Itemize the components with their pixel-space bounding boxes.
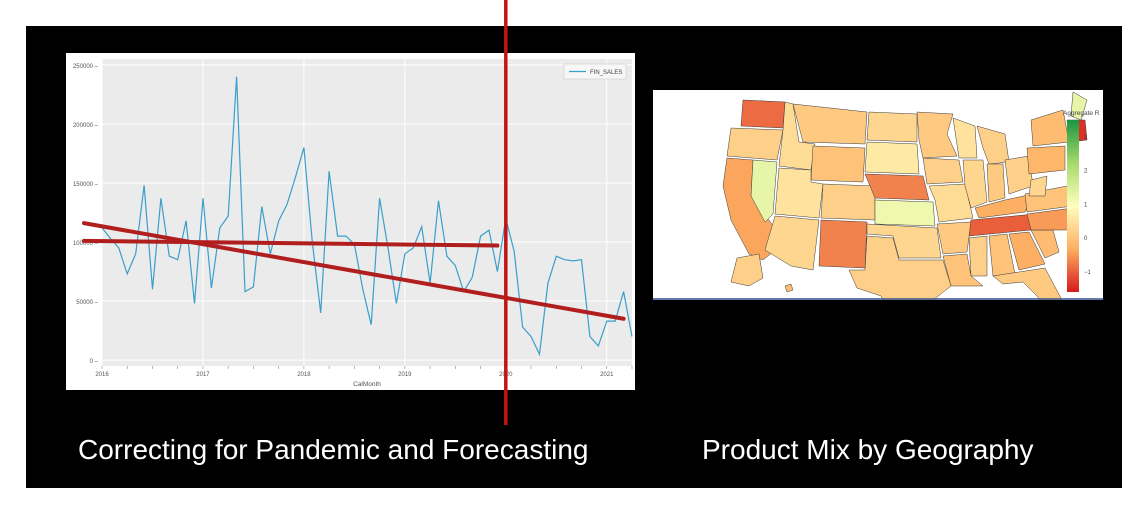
state-pa	[1026, 145, 1066, 175]
colorbar	[1067, 120, 1079, 292]
colorbar-title: Aggregate R	[1063, 110, 1100, 117]
state-wv	[1028, 175, 1048, 197]
colorbar-tick-label: 2	[1084, 169, 1088, 175]
y-tick-label: 100000 –	[73, 241, 99, 247]
colorbar-tick-label: −1	[1084, 270, 1092, 276]
state-in	[986, 163, 1006, 203]
state-ne	[864, 173, 930, 201]
state-mo	[928, 183, 974, 223]
state-co	[820, 183, 876, 221]
state-ga	[1008, 231, 1046, 271]
state-nd	[866, 111, 918, 143]
state-sd	[864, 141, 920, 175]
colorbar-tick-label: 3	[1084, 135, 1088, 141]
colorbar-tick-label: 0	[1084, 236, 1088, 242]
state-ms	[968, 235, 988, 277]
x-tick-label: 2017	[196, 372, 210, 378]
legend-box	[563, 63, 627, 80]
x-tick-label: 2021	[600, 372, 614, 378]
state-il	[962, 159, 988, 209]
state-mn	[916, 111, 958, 159]
caption-left: Correcting for Pandemic and Forecasting	[78, 434, 589, 465]
map-svg: 3 2 1 0 −1 Aggregate R	[653, 91, 1103, 300]
y-tick-label: 250000 –	[73, 64, 99, 70]
y-tick-label: 50000 –	[76, 300, 98, 306]
state-wi	[952, 117, 978, 159]
state-ak	[730, 253, 764, 287]
sales-line-chart: 0 – 50000 – 100000 – 150000 – 200000 – 250000…	[66, 53, 635, 390]
state-ok	[866, 223, 942, 259]
state-la	[942, 253, 984, 287]
state-nm	[818, 219, 868, 269]
x-tick-label: 2016	[95, 372, 109, 378]
state-mt	[792, 103, 868, 145]
state-mi	[976, 125, 1010, 165]
state-wa	[740, 99, 786, 129]
legend-entry: FIN_SALES	[590, 70, 622, 76]
caption-right: Product Mix by Geography	[702, 434, 1034, 465]
x-axis-label: CalMonth	[353, 381, 381, 388]
us-states	[722, 91, 1088, 300]
x-tick-label: 2020	[499, 372, 513, 378]
state-hi	[784, 283, 794, 293]
state-ia	[922, 157, 964, 185]
legend: FIN_SALES	[563, 63, 627, 80]
y-tick-label: 150000 –	[73, 182, 99, 188]
x-tick-label: 2019	[398, 372, 412, 378]
state-nv	[750, 159, 778, 223]
plot-area	[102, 59, 632, 366]
y-tick-label: 0 –	[90, 359, 99, 365]
line-chart-svg: 0 – 50000 – 100000 – 150000 – 200000 – 250000…	[73, 59, 633, 388]
state-tx	[848, 235, 952, 300]
state-wy	[810, 145, 866, 183]
state-ks	[874, 199, 936, 227]
colorbar-tick-label: 1	[1084, 202, 1088, 208]
x-tick-label: 2018	[297, 372, 311, 378]
state-az	[764, 215, 820, 271]
state-ar	[936, 221, 972, 255]
geography-map: 3 2 1 0 −1 Aggregate R	[653, 90, 1103, 300]
state-fl	[992, 267, 1063, 300]
state-or	[726, 127, 784, 161]
y-tick-label: 200000 –	[73, 123, 99, 129]
